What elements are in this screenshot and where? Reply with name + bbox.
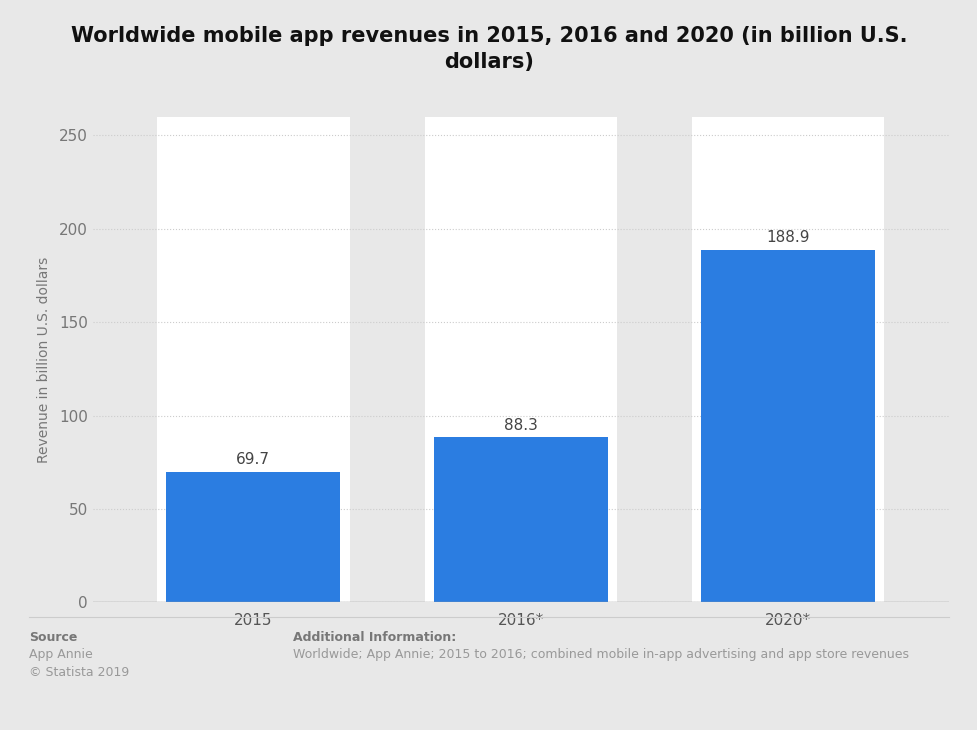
Text: Worldwide mobile app revenues in 2015, 2016 and 2020 (in billion U.S.
dollars): Worldwide mobile app revenues in 2015, 2… xyxy=(70,26,907,72)
Text: 188.9: 188.9 xyxy=(766,230,809,245)
Text: Source: Source xyxy=(29,631,77,645)
FancyBboxPatch shape xyxy=(424,117,616,602)
Y-axis label: Revenue in billion U.S. dollars: Revenue in billion U.S. dollars xyxy=(37,256,51,463)
Text: 69.7: 69.7 xyxy=(236,453,270,467)
Text: Worldwide; App Annie; 2015 to 2016; combined mobile in-app advertising and app s: Worldwide; App Annie; 2015 to 2016; comb… xyxy=(293,648,909,661)
FancyBboxPatch shape xyxy=(157,117,350,602)
Bar xyxy=(166,472,340,602)
Text: App Annie
© Statista 2019: App Annie © Statista 2019 xyxy=(29,648,130,678)
Bar xyxy=(434,437,607,602)
Text: Additional Information:: Additional Information: xyxy=(293,631,456,645)
FancyBboxPatch shape xyxy=(692,117,883,602)
Text: 88.3: 88.3 xyxy=(503,418,537,433)
Bar xyxy=(701,250,874,602)
